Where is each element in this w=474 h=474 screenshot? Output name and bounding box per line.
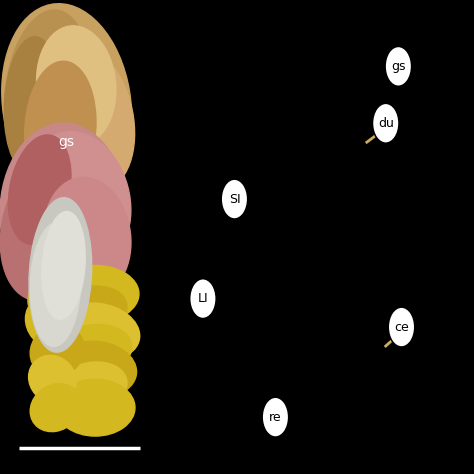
Ellipse shape	[48, 286, 127, 339]
Ellipse shape	[30, 222, 81, 346]
Ellipse shape	[29, 198, 91, 352]
Ellipse shape	[42, 211, 85, 319]
Ellipse shape	[0, 123, 127, 303]
Ellipse shape	[2, 4, 132, 205]
Ellipse shape	[4, 10, 91, 180]
Ellipse shape	[54, 341, 137, 398]
Ellipse shape	[9, 135, 71, 244]
Ellipse shape	[40, 46, 135, 191]
Ellipse shape	[28, 267, 83, 321]
Text: du: du	[378, 117, 394, 130]
Ellipse shape	[53, 324, 132, 377]
Ellipse shape	[28, 132, 131, 266]
Ellipse shape	[30, 383, 81, 432]
Text: gs: gs	[391, 60, 406, 73]
Ellipse shape	[0, 155, 95, 301]
Ellipse shape	[25, 61, 96, 195]
Ellipse shape	[55, 379, 135, 436]
Text: LI: LI	[198, 292, 208, 305]
Text: ce: ce	[394, 320, 409, 334]
Ellipse shape	[51, 362, 127, 415]
Text: SI: SI	[228, 192, 240, 206]
Text: B: B	[168, 446, 181, 464]
Ellipse shape	[4, 36, 59, 172]
Circle shape	[262, 397, 289, 437]
Ellipse shape	[30, 325, 84, 377]
Ellipse shape	[36, 26, 116, 145]
Ellipse shape	[44, 177, 131, 297]
Text: re: re	[269, 410, 282, 424]
Circle shape	[388, 307, 415, 347]
Ellipse shape	[57, 303, 140, 361]
Circle shape	[221, 179, 248, 219]
Ellipse shape	[28, 356, 76, 403]
Ellipse shape	[26, 296, 76, 349]
Ellipse shape	[52, 265, 139, 322]
Text: ce: ce	[87, 287, 103, 301]
Text: gs: gs	[59, 135, 75, 149]
Circle shape	[385, 46, 411, 86]
Circle shape	[373, 103, 399, 143]
Circle shape	[190, 279, 216, 319]
